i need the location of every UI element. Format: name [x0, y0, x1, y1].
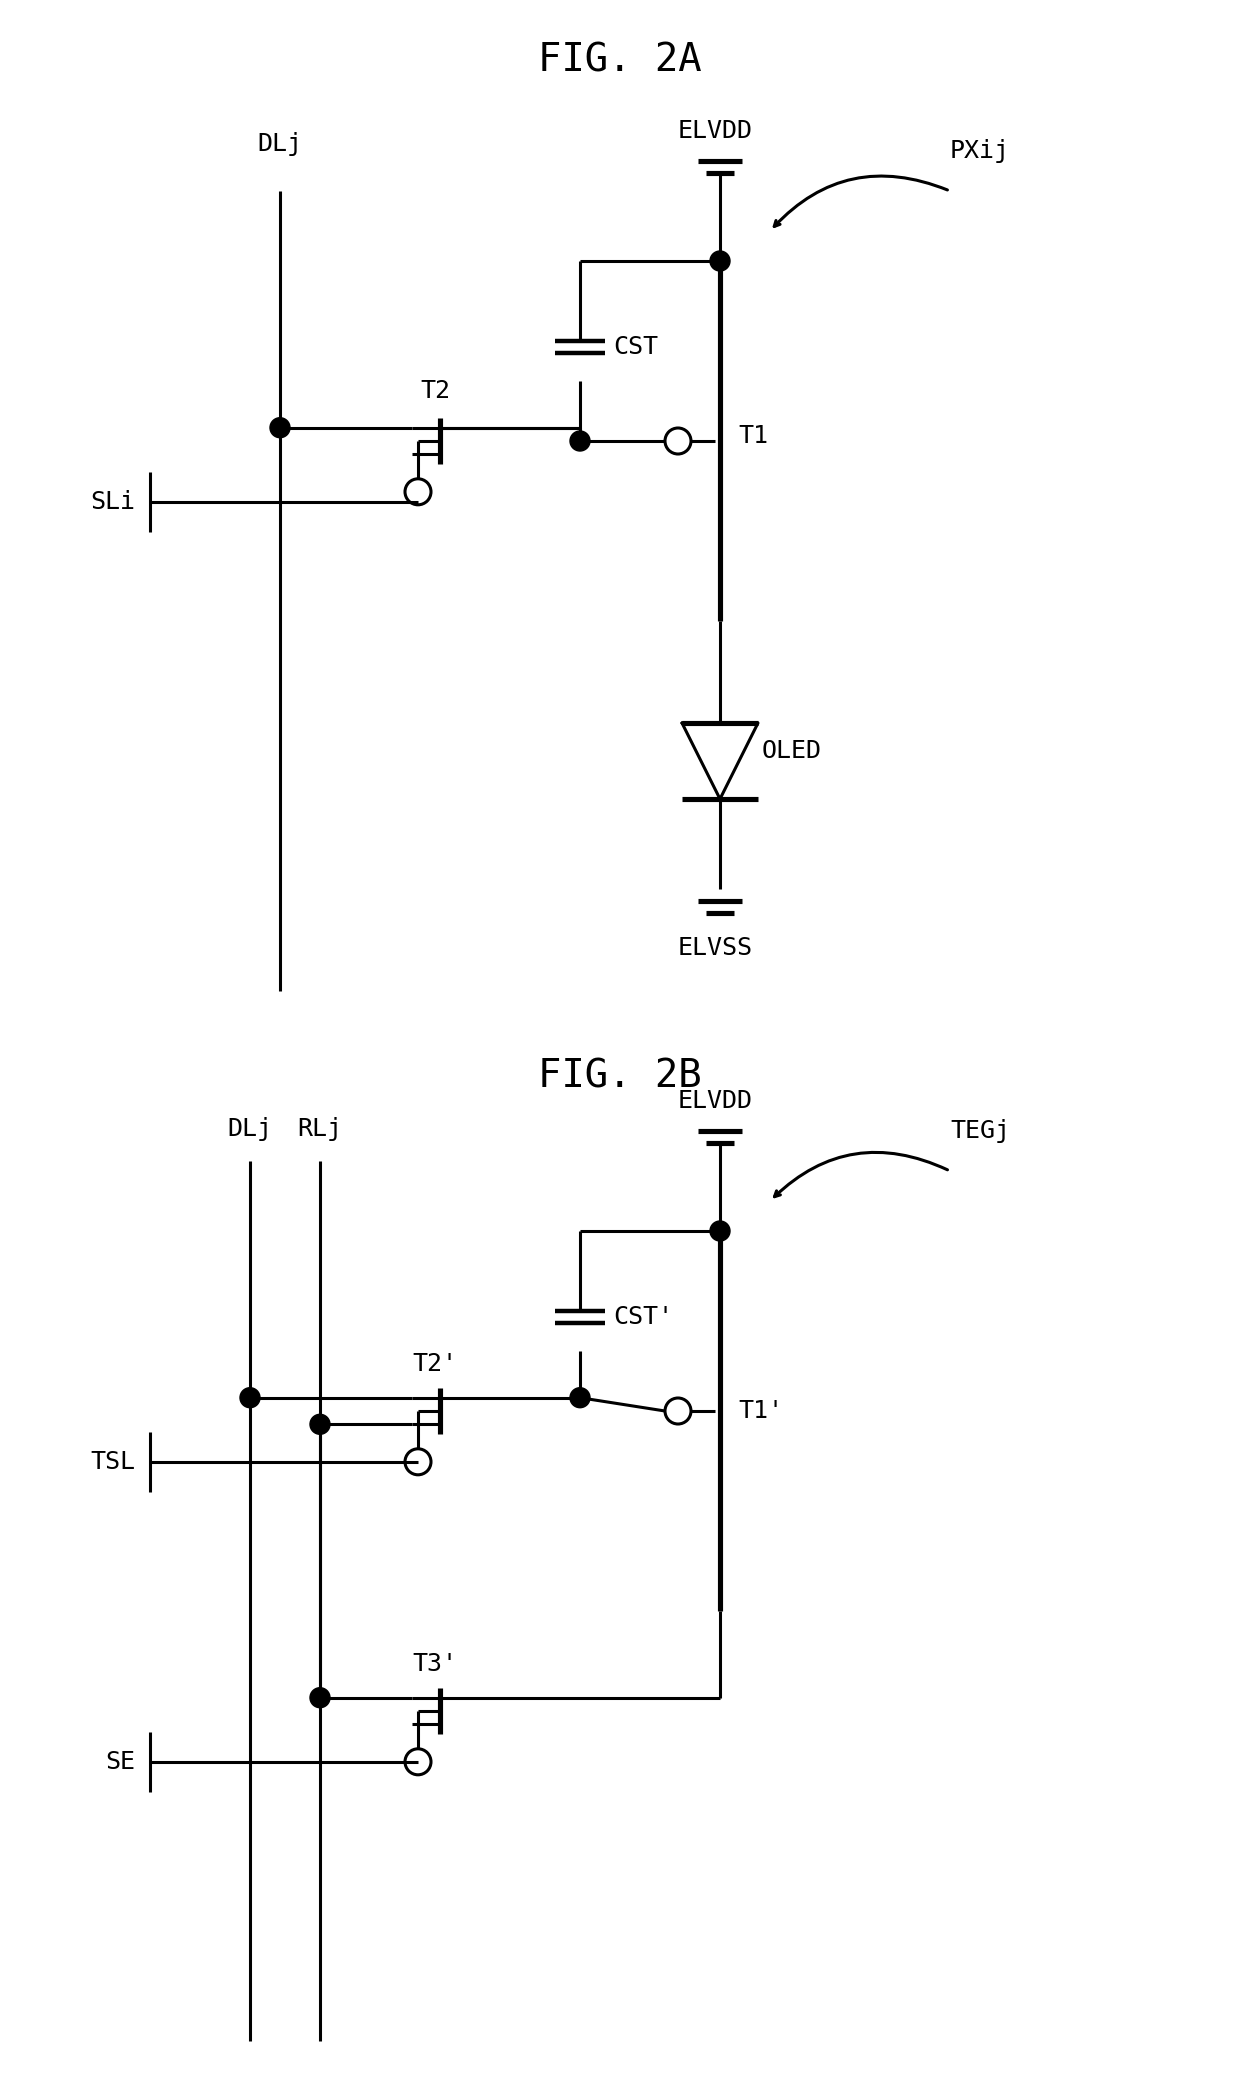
Text: CST: CST [613, 335, 658, 360]
Circle shape [570, 431, 590, 452]
Text: TEGj: TEGj [950, 1119, 1011, 1144]
Text: ELVDD: ELVDD [677, 119, 753, 142]
Circle shape [711, 251, 730, 272]
Text: T2': T2' [413, 1353, 458, 1376]
Text: OLED: OLED [763, 738, 822, 763]
Text: SE: SE [105, 1750, 135, 1773]
Text: SLi: SLi [91, 489, 135, 514]
Text: RLj: RLj [298, 1117, 342, 1142]
Circle shape [270, 418, 290, 437]
Text: T2: T2 [420, 378, 450, 404]
Text: T1: T1 [738, 424, 768, 447]
Text: ELVDD: ELVDD [677, 1089, 753, 1112]
Circle shape [241, 1388, 260, 1407]
Text: PXij: PXij [950, 138, 1011, 163]
Text: T1': T1' [738, 1399, 782, 1424]
Circle shape [310, 1687, 330, 1708]
Text: DLj: DLj [227, 1117, 273, 1142]
Text: FIG. 2B: FIG. 2B [538, 1056, 702, 1096]
Text: ELVSS: ELVSS [677, 937, 753, 960]
Text: CST': CST' [613, 1305, 673, 1330]
Text: FIG. 2A: FIG. 2A [538, 42, 702, 79]
Text: DLj: DLj [258, 132, 303, 157]
Text: TSL: TSL [91, 1449, 135, 1474]
Circle shape [570, 1388, 590, 1407]
Circle shape [711, 1221, 730, 1240]
Circle shape [310, 1414, 330, 1434]
Text: T3': T3' [413, 1652, 458, 1677]
